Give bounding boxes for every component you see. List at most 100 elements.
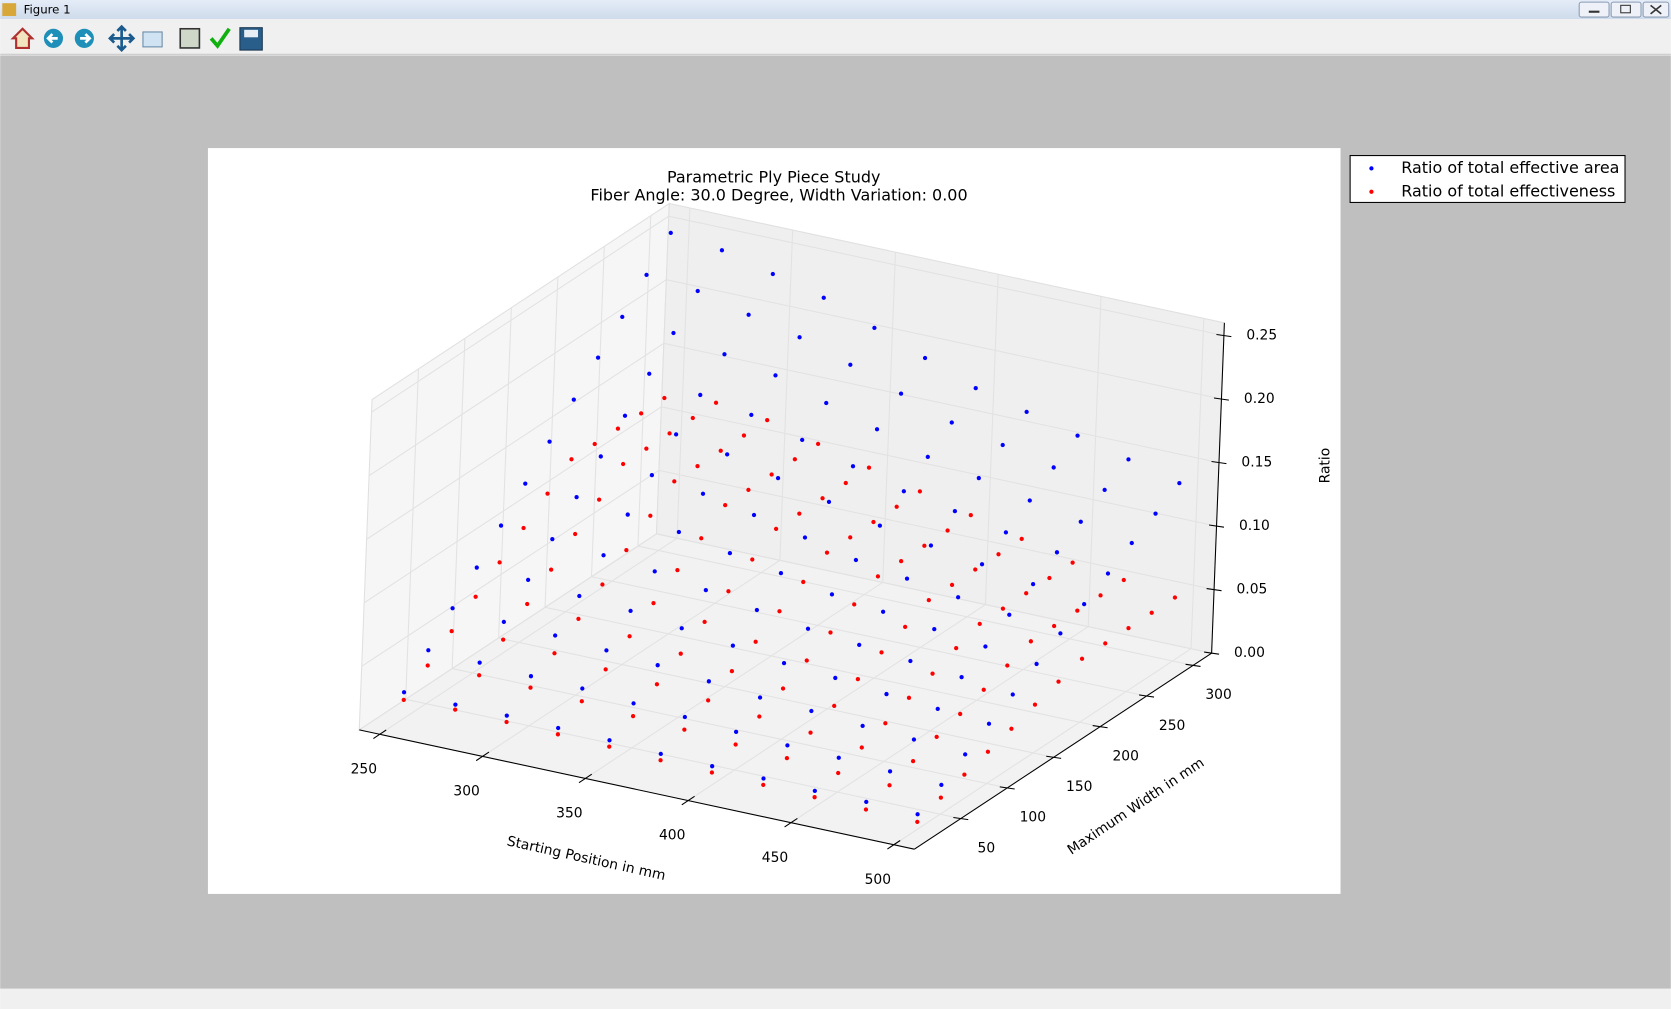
edit-button[interactable] xyxy=(209,27,231,49)
data-point xyxy=(627,634,632,639)
data-point xyxy=(719,248,725,253)
title-bar xyxy=(0,0,1671,20)
data-point xyxy=(977,621,982,627)
grid-line xyxy=(363,406,1217,604)
data-point xyxy=(477,660,482,665)
data-point xyxy=(985,749,991,754)
y-tick-label: 200 xyxy=(1112,748,1138,764)
data-point xyxy=(598,454,603,459)
data-point xyxy=(746,312,751,317)
data-point xyxy=(778,570,784,576)
data-point xyxy=(639,411,644,416)
data-point xyxy=(932,627,937,632)
data-point xyxy=(726,589,731,594)
data-point xyxy=(1010,692,1015,697)
data-point xyxy=(706,679,712,684)
data-point xyxy=(979,562,985,567)
data-point xyxy=(926,598,931,603)
x-tick-label: 400 xyxy=(659,828,685,844)
data-point xyxy=(857,642,862,647)
data-point xyxy=(781,660,787,666)
data-point xyxy=(725,452,730,457)
data-point xyxy=(713,400,719,405)
window-controls xyxy=(1578,1,1670,18)
data-point xyxy=(935,706,940,712)
data-point xyxy=(1024,409,1029,414)
z-tick-label: 0.25 xyxy=(1246,328,1277,344)
data-point xyxy=(934,734,939,740)
data-point xyxy=(625,512,630,517)
toolbar xyxy=(0,19,1671,55)
grid-line xyxy=(371,215,1224,413)
data-point xyxy=(621,461,626,467)
data-point xyxy=(401,690,407,695)
grid-line xyxy=(358,533,1212,731)
data-point xyxy=(879,650,884,655)
z-axis xyxy=(1211,322,1225,654)
data-point xyxy=(859,745,864,750)
data-point xyxy=(952,509,958,514)
z-tick-label: 0.05 xyxy=(1237,582,1268,598)
save-glyph xyxy=(244,29,259,38)
data-point xyxy=(855,677,861,682)
data-point xyxy=(521,525,526,531)
data-point xyxy=(579,699,584,704)
subplots-button[interactable] xyxy=(179,27,201,49)
chart-subtitle: Fiber Angle: 30.0 Degree, Width Variatio… xyxy=(590,186,967,205)
zoom-button[interactable] xyxy=(142,31,163,48)
data-point xyxy=(675,567,680,573)
data-point xyxy=(812,788,817,793)
data-point xyxy=(1054,550,1060,555)
data-point xyxy=(875,574,881,579)
data-point xyxy=(863,807,869,812)
data-point xyxy=(1032,702,1038,707)
data-point xyxy=(525,601,530,607)
x-tick-label: 300 xyxy=(453,784,479,800)
data-point xyxy=(887,783,892,788)
data-point xyxy=(706,698,711,703)
data-point xyxy=(504,713,509,718)
data-point xyxy=(453,707,458,712)
data-point xyxy=(556,725,561,731)
data-point xyxy=(906,695,912,700)
minimize-button[interactable] xyxy=(1578,1,1610,18)
data-point xyxy=(550,537,555,542)
restore-button[interactable] xyxy=(1610,1,1642,18)
data-point xyxy=(1007,612,1012,617)
y-axis xyxy=(914,652,1212,850)
grid-line xyxy=(366,342,1220,540)
data-point xyxy=(887,769,893,774)
data-point xyxy=(729,668,735,674)
data-point xyxy=(668,230,673,236)
data-point xyxy=(1000,442,1005,448)
data-point xyxy=(644,446,649,451)
data-point xyxy=(710,764,715,769)
data-point xyxy=(954,645,959,651)
data-point xyxy=(450,606,455,611)
data-point xyxy=(1034,661,1039,667)
data-point xyxy=(1003,530,1009,535)
data-point xyxy=(690,415,695,421)
data-point xyxy=(910,758,916,764)
data-point xyxy=(903,624,908,630)
data-point xyxy=(1005,663,1010,668)
legend-box xyxy=(1349,155,1626,203)
data-point xyxy=(473,594,478,599)
data-point xyxy=(833,675,838,681)
data-point xyxy=(884,691,889,697)
data-point xyxy=(571,397,576,402)
data-point xyxy=(804,658,809,663)
data-point xyxy=(904,576,910,581)
restore-glyph xyxy=(1620,4,1631,14)
pan-button[interactable] xyxy=(108,24,136,52)
data-point xyxy=(700,491,706,496)
home-button[interactable] xyxy=(10,27,35,50)
data-point xyxy=(812,795,817,800)
chart-title: Parametric Ply Piece Study xyxy=(667,167,880,186)
data-point xyxy=(722,352,727,357)
data-point xyxy=(601,553,606,558)
data-point xyxy=(911,737,917,742)
data-point xyxy=(949,420,954,425)
y-tick-label: 50 xyxy=(978,840,996,856)
